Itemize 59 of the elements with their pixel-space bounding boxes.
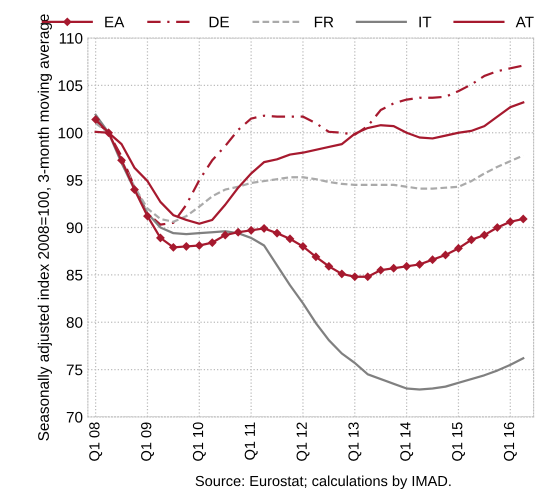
x-tick-label: Q1 16 — [504, 422, 517, 461]
point — [208, 238, 216, 247]
point — [480, 230, 488, 240]
legend-label: FR — [314, 16, 334, 28]
point — [415, 260, 424, 269]
point — [246, 226, 256, 234]
y-tick-label: 105 — [58, 80, 82, 92]
point — [92, 115, 100, 124]
y-tick-label: 110 — [60, 32, 82, 44]
point — [195, 241, 204, 250]
y-axis-title: Seasonally adjusted index 2008=100, 3-month moving average — [38, 14, 52, 441]
x-tick-label: Q1 09 — [141, 422, 154, 461]
point — [104, 128, 113, 137]
point — [402, 262, 411, 270]
x-tick-label: Q1 12 — [296, 422, 310, 461]
legend-label: IT — [419, 16, 432, 28]
x-tick-label: Q1 10 — [192, 422, 206, 461]
point — [182, 242, 190, 251]
legend-label: AT — [516, 16, 534, 28]
legend-label: DE — [210, 16, 229, 28]
point — [143, 212, 152, 220]
point — [221, 230, 230, 240]
y-tick-label: 100 — [58, 128, 82, 138]
point — [324, 262, 334, 270]
point — [441, 250, 450, 260]
point — [234, 228, 242, 236]
y-tick-label: 70 — [66, 412, 82, 423]
x-tick-label: Q1 11 — [244, 422, 258, 460]
point — [506, 218, 514, 226]
point — [260, 224, 268, 233]
legend-label: EA — [105, 16, 124, 28]
point — [298, 242, 308, 251]
point — [519, 214, 528, 224]
point — [350, 272, 359, 281]
point — [312, 252, 320, 261]
point — [169, 243, 178, 252]
y-tick-label: 90 — [66, 222, 82, 234]
source-note: Source: Eurostat; calculations by IMAD. — [196, 475, 451, 490]
point — [428, 256, 437, 264]
point — [272, 229, 282, 238]
point — [130, 185, 139, 194]
point — [454, 244, 463, 252]
point — [117, 156, 126, 164]
point — [493, 223, 502, 232]
point — [286, 234, 294, 243]
y-tick-label: 80 — [66, 317, 82, 328]
x-tick-label: Q1 08 — [89, 422, 102, 461]
point — [364, 272, 372, 281]
point — [156, 234, 165, 242]
x-tick-label: Q1 14 — [400, 422, 414, 461]
point — [467, 236, 476, 244]
x-tick-label: Q1 13 — [348, 422, 362, 461]
point — [338, 270, 346, 278]
y-tick-label: 95 — [66, 174, 82, 186]
point — [390, 264, 398, 272]
y-tick-label: 75 — [66, 364, 82, 376]
x-tick-label: Q1 15 — [452, 422, 465, 461]
point — [376, 266, 385, 274]
y-tick-label: 85 — [66, 270, 82, 281]
